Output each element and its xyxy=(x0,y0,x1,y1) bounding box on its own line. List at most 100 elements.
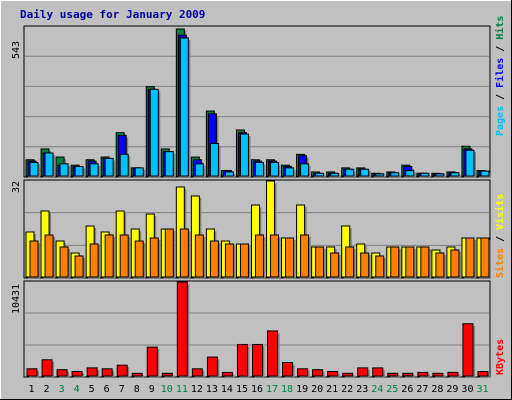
kbytes-bar xyxy=(161,372,173,377)
top-legend: Pages / Files / Hits xyxy=(494,16,506,136)
kbytes-bar xyxy=(56,369,68,377)
kbytes-bar-shadow xyxy=(404,375,415,378)
pages-bar xyxy=(465,149,475,177)
kbytes-bar xyxy=(462,323,474,377)
x-tick-label: 18 xyxy=(281,384,293,395)
pages-bar-shadow xyxy=(422,175,431,178)
x-tick-label: 5 xyxy=(89,384,95,395)
x-tick-label: 2 xyxy=(44,384,50,395)
sites-bar xyxy=(179,228,189,278)
sites-bar xyxy=(209,240,219,278)
kbytes-bar xyxy=(447,371,459,377)
pages-bar xyxy=(59,163,69,177)
sites-bar xyxy=(239,243,249,278)
kbytes-bar xyxy=(146,346,158,377)
kbytes-bar-shadow xyxy=(434,375,445,378)
legend-sep-3: / xyxy=(495,230,506,248)
sites-bar xyxy=(360,252,370,278)
kbytes-bar xyxy=(206,356,218,377)
legend-kbytes: KBytes xyxy=(495,339,506,375)
kbytes-bar xyxy=(402,372,414,377)
legend-pages: Pages xyxy=(495,106,506,136)
x-tick-label: 11 xyxy=(176,384,188,395)
sites-bar xyxy=(285,237,295,278)
legend-visits: Visits xyxy=(494,194,506,230)
x-tick-label: 12 xyxy=(191,384,203,395)
kbytes-bar xyxy=(282,361,294,377)
sites-bar xyxy=(405,246,415,278)
pages-bar xyxy=(345,168,355,177)
pages-bar xyxy=(89,163,99,177)
pages-bar xyxy=(74,166,84,177)
pages-bar xyxy=(29,161,39,177)
kbytes-bar xyxy=(251,343,263,377)
pages-bar xyxy=(224,171,234,177)
top-max-label: 543 xyxy=(11,41,22,59)
sites-bar xyxy=(345,246,355,278)
legend-hits: Hits xyxy=(494,16,506,40)
legend-sites: Sites xyxy=(494,248,506,278)
pages-bar-shadow xyxy=(377,175,386,178)
kbytes-bar xyxy=(477,370,489,377)
pages-bar xyxy=(179,37,189,177)
x-tick-label: 4 xyxy=(74,384,80,395)
middle-legend: Sites / Visits xyxy=(494,194,506,278)
x-tick-label: 17 xyxy=(266,384,278,395)
x-tick-label: 27 xyxy=(416,384,428,395)
sites-bar xyxy=(74,255,84,278)
x-tick-label: 8 xyxy=(134,384,140,395)
pages-bar xyxy=(420,172,430,177)
sites-bar xyxy=(134,240,144,278)
pages-bar xyxy=(104,157,114,177)
pages-bar xyxy=(315,172,325,177)
x-axis-labels: 1 2 3 4 5 6 7 8 9 10 11 12 13 14 15 16 17 18 19 20 21 22 23 24 2… xyxy=(29,384,489,395)
bars xyxy=(25,28,491,378)
sites-bar xyxy=(315,246,325,278)
pages-bar xyxy=(209,143,219,177)
sites-bar xyxy=(149,237,159,278)
pages-bar xyxy=(360,168,370,177)
x-tick-label: 20 xyxy=(311,384,323,395)
kbytes-bar xyxy=(372,367,384,377)
x-tick-label: 6 xyxy=(104,384,110,395)
hits-panel xyxy=(23,25,491,178)
x-tick-label: 14 xyxy=(221,384,233,395)
x-tick-label: 7 xyxy=(119,384,125,395)
pages-bar xyxy=(330,172,340,177)
sites-bar xyxy=(224,243,234,278)
pages-bar xyxy=(149,88,159,177)
kbytes-bar xyxy=(131,372,143,377)
kbytes-bar xyxy=(26,368,38,377)
pages-bar-shadow xyxy=(437,175,446,178)
pages-bar-shadow xyxy=(317,175,326,178)
kbytes-bar xyxy=(86,367,98,377)
kbytes-bar xyxy=(101,368,113,377)
sites-bar xyxy=(254,234,264,278)
x-tick-label: 13 xyxy=(206,384,218,395)
kbytes-bar xyxy=(191,368,203,377)
sites-bar xyxy=(420,246,430,278)
x-tick-label: 15 xyxy=(236,384,248,395)
sites-bar xyxy=(435,252,445,278)
x-tick-label: 19 xyxy=(296,384,308,395)
kbytes-bar xyxy=(387,372,399,377)
pages-bar xyxy=(300,163,310,177)
kbytes-bar xyxy=(116,364,128,377)
pages-bar xyxy=(254,161,264,177)
pages-bar xyxy=(390,172,400,177)
sites-bar xyxy=(390,246,400,278)
sites-bar xyxy=(465,237,475,278)
kbytes-bar xyxy=(221,371,233,377)
kbytes-bar xyxy=(236,343,248,377)
legend-files: Files xyxy=(494,58,506,88)
pages-bar xyxy=(44,152,54,177)
pages-bar xyxy=(119,153,129,177)
pages-bar xyxy=(450,172,460,177)
kbytes-bar xyxy=(312,369,324,377)
sites-bar xyxy=(270,234,280,278)
kbytes-bar xyxy=(417,371,429,377)
x-tick-label: 30 xyxy=(461,384,473,395)
kbytes-bar-shadow xyxy=(344,375,355,378)
pages-bar xyxy=(405,170,415,177)
legend-sep-2: / xyxy=(495,40,506,58)
